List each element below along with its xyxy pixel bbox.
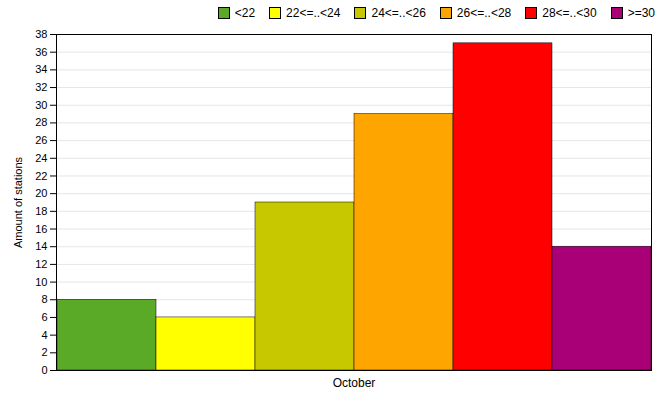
svg-text:12: 12 xyxy=(35,258,47,270)
svg-text:38: 38 xyxy=(35,28,47,40)
svg-text:4: 4 xyxy=(41,329,47,341)
svg-text:28: 28 xyxy=(35,116,47,128)
svg-text:26: 26 xyxy=(35,134,47,146)
svg-text:24: 24 xyxy=(35,152,47,164)
html-text:22<=..<24: 22<=..<24 xyxy=(286,6,341,20)
svg-text:6: 6 xyxy=(41,311,47,323)
svg-text:10: 10 xyxy=(35,276,47,288)
svg-text:16: 16 xyxy=(35,223,47,235)
svg-text:Amount of stations: Amount of stations xyxy=(12,156,24,248)
svg-text:20: 20 xyxy=(35,187,47,199)
html-text:28<=..<30: 28<=..<30 xyxy=(542,6,597,20)
svg-text:36: 36 xyxy=(35,46,47,58)
svg-text:2: 2 xyxy=(41,346,47,358)
svg-text:0: 0 xyxy=(41,364,47,376)
html-text:24<=..<26: 24<=..<26 xyxy=(371,6,426,20)
svg-text:October: October xyxy=(333,376,376,390)
html-text:26<=..<28: 26<=..<28 xyxy=(456,6,512,20)
html-text:>=30: >=30 xyxy=(627,6,655,20)
svg-text:32: 32 xyxy=(35,81,47,93)
svg-text:14: 14 xyxy=(35,240,47,252)
svg-text:8: 8 xyxy=(41,293,47,305)
svg-text:30: 30 xyxy=(35,99,47,111)
svg-text:34: 34 xyxy=(35,63,47,75)
svg-text:18: 18 xyxy=(35,205,47,217)
svg-text:22: 22 xyxy=(35,169,47,181)
html-text:<22: <22 xyxy=(234,6,256,20)
